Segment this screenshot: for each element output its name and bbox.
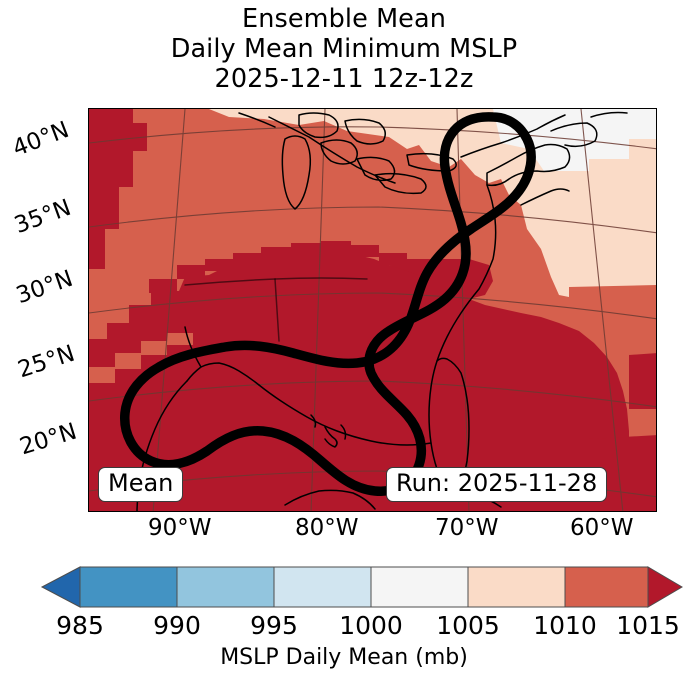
colorbar-swatches (40, 566, 683, 608)
lat-tick-25n: 25°N (14, 340, 79, 384)
colorbar-axis-label: MSLP Daily Mean (mb) (220, 645, 468, 670)
patch-1010-1015-east (569, 285, 656, 319)
ensemble-member-badge: Mean (98, 467, 184, 502)
colorbar-tick-1000: 1000 (339, 611, 403, 640)
lon-tick-90w: 90°W (148, 515, 212, 541)
patch-above-1015-east-edge (629, 353, 656, 409)
colorbar-tick-990: 990 (153, 611, 201, 640)
colorbar-tick-1010: 1010 (533, 611, 597, 640)
colorbar-band-1000-1005 (370, 566, 469, 608)
lon-tick-60w: 60°W (570, 515, 634, 541)
title-line-3: 2025-12-11 12z-12z (214, 64, 474, 95)
colorbar-tick-1005: 1005 (436, 611, 500, 640)
colorbar-band-995-1000 (273, 566, 372, 608)
title-line-2: Daily Mean Minimum MSLP (170, 34, 518, 65)
lon-tick-80w: 80°W (295, 515, 359, 541)
lat-tick-40n: 40°N (9, 116, 73, 162)
title-line-1: Ensemble Mean (242, 4, 446, 34)
lat-tick-20n: 20°N (16, 418, 80, 461)
map-canvas (89, 109, 656, 511)
lon-tick-70w: 70°W (435, 515, 499, 541)
model-run-badge: Run: 2025-11-28 (386, 467, 608, 502)
colorbar-band-985-990 (79, 566, 178, 608)
colorbar-tick-985: 985 (56, 611, 104, 640)
lat-tick-30n: 30°N (12, 265, 77, 310)
lat-tick-35n: 35°N (11, 194, 75, 240)
colorbar-band-990-995 (176, 566, 275, 608)
patch-above-1015-main (89, 249, 629, 511)
contour-step-edges (149, 241, 433, 293)
colorbar: 985 990 995 1000 1005 1010 1015 MSLP Dai… (0, 563, 688, 674)
graticule (89, 109, 656, 511)
colorbar-tick-995: 995 (250, 611, 298, 640)
patch-above-1015-northwest (89, 109, 147, 269)
colorbar-band-1010-1015 (564, 566, 649, 608)
colorbar-extend-high (647, 566, 683, 608)
colorbar-band-1005-1010 (467, 566, 566, 608)
page-title: Ensemble Mean Daily Mean Minimum MSLP 20… (0, 4, 688, 94)
highlight-contour-1015 (120, 112, 536, 496)
colorbar-extend-low (40, 566, 81, 608)
map-plot-area (88, 108, 657, 512)
colorbar-tick-1015: 1015 (616, 611, 680, 640)
colorbar-tick-labels: 985 990 995 1000 1005 1010 1015 (0, 611, 688, 643)
